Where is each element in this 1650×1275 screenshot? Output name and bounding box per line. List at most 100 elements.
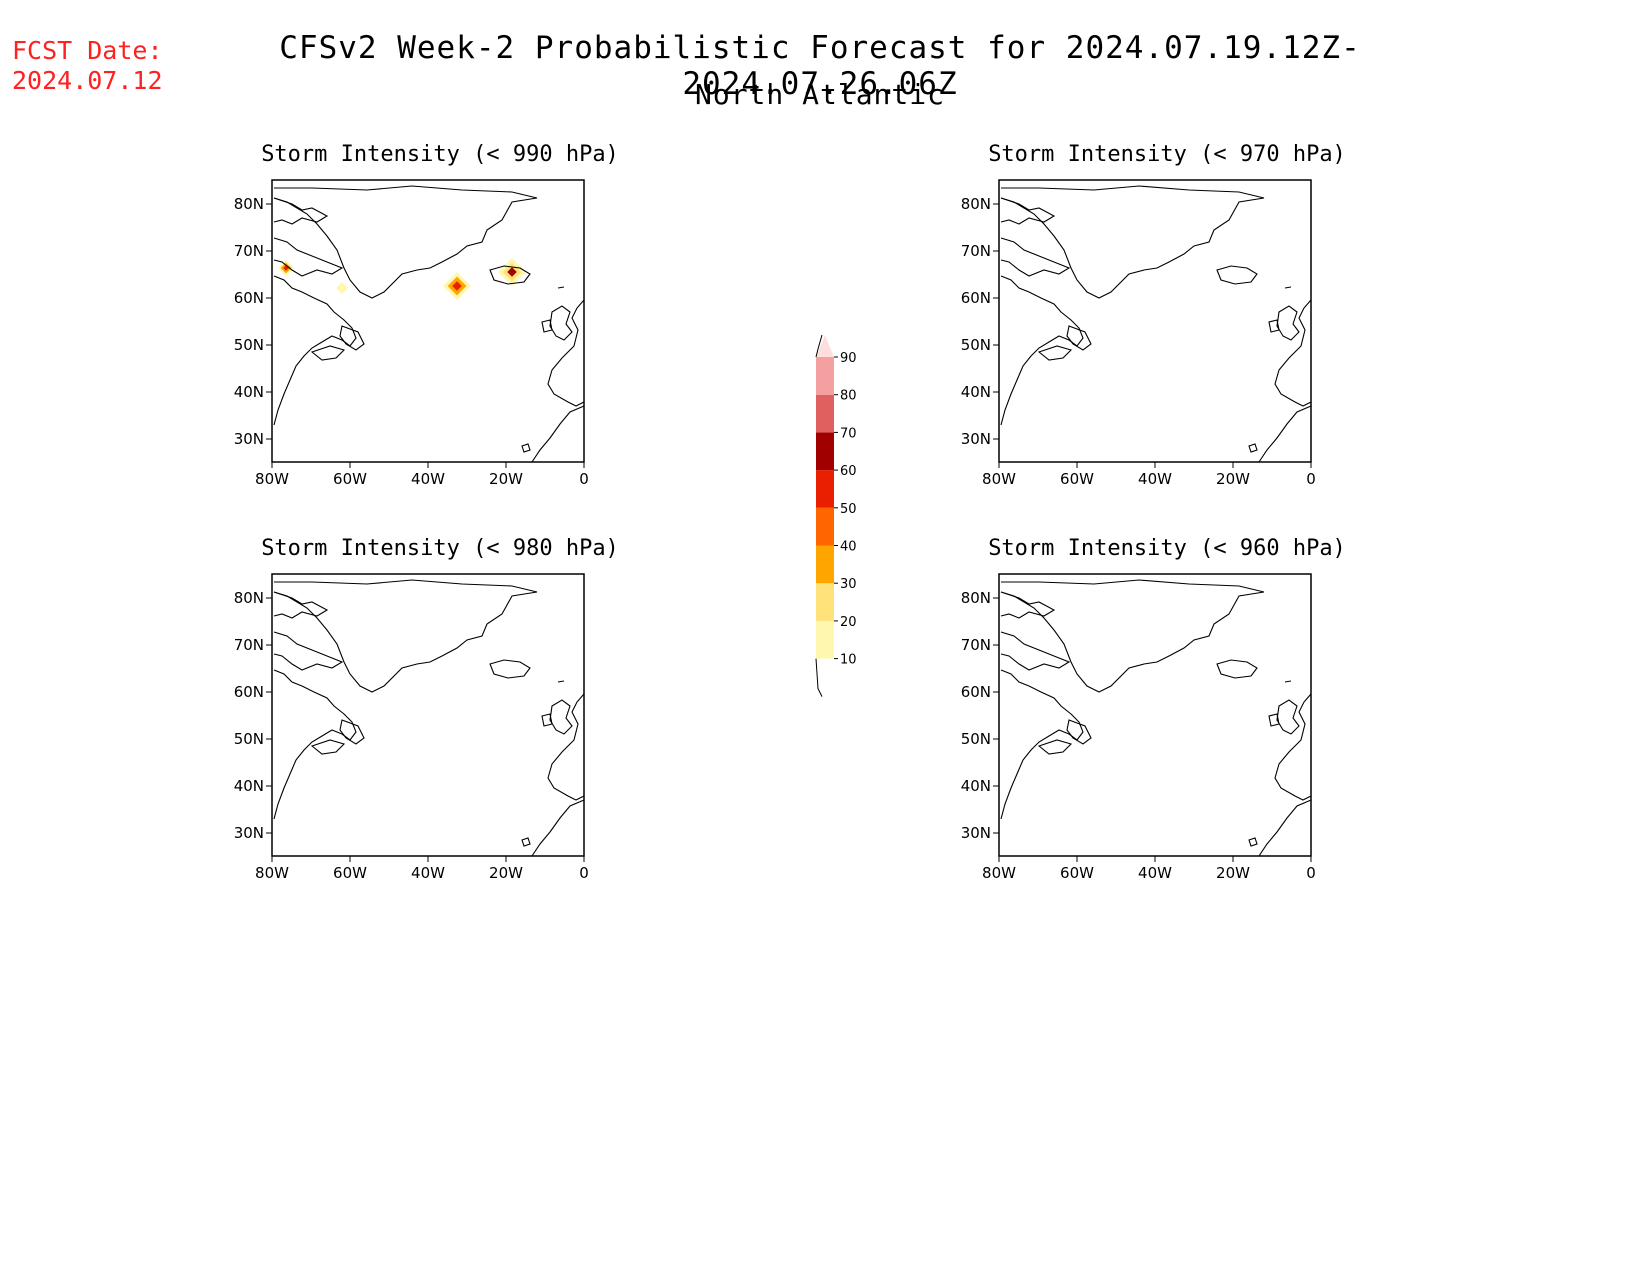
map-frame bbox=[271, 573, 585, 857]
lon-label: 0 bbox=[1306, 470, 1316, 488]
lat-label: 80N bbox=[234, 589, 264, 607]
lon-label: 0 bbox=[579, 864, 589, 882]
lon-label: 40W bbox=[1138, 864, 1172, 882]
coastlines bbox=[273, 185, 585, 463]
coastline bbox=[273, 631, 344, 671]
colorbar-label: 30 bbox=[840, 577, 857, 592]
lon-label: 80W bbox=[982, 470, 1016, 488]
colorbar-label: 20 bbox=[840, 615, 857, 630]
lon-label: 80W bbox=[982, 864, 1016, 882]
coastline bbox=[273, 197, 329, 225]
coastline bbox=[1066, 719, 1092, 745]
colorbar-cap-bottom bbox=[815, 658, 823, 697]
probability-contour bbox=[336, 282, 348, 294]
lon-label: 20W bbox=[1216, 864, 1250, 882]
colorbar-label: 90 bbox=[840, 351, 857, 366]
coastlines bbox=[1000, 185, 1312, 463]
lat-label: 40N bbox=[234, 777, 264, 795]
lon-label: 40W bbox=[411, 470, 445, 488]
lat-label: 40N bbox=[961, 777, 991, 795]
coastline bbox=[1248, 837, 1258, 847]
lat-label: 40N bbox=[234, 383, 264, 401]
lat-label: 70N bbox=[234, 636, 264, 654]
colorbar-segment bbox=[816, 583, 834, 621]
map-960: 80W 60W 40W 20W 0 80N 70N 60N 50N 40N 30N bbox=[961, 573, 1316, 882]
region-title: North Atlantic bbox=[694, 78, 945, 111]
coastline bbox=[310, 345, 346, 361]
coastline bbox=[339, 719, 365, 745]
coastline bbox=[1274, 299, 1312, 407]
colorbar-segment bbox=[816, 507, 834, 546]
coastline bbox=[489, 659, 531, 679]
lat-label: 30N bbox=[961, 824, 991, 842]
colorbar-label: 60 bbox=[840, 464, 857, 479]
panel-990: Storm Intensity (< 990 hPa) 80W 60W 40W 20W… bbox=[230, 142, 650, 522]
coastlines bbox=[273, 579, 585, 857]
coastline bbox=[557, 680, 565, 683]
lat-label: 60N bbox=[961, 683, 991, 701]
lon-label: 60W bbox=[333, 864, 367, 882]
coastline bbox=[1276, 305, 1300, 341]
lon-label: 20W bbox=[489, 864, 523, 882]
coastlines bbox=[1000, 579, 1312, 857]
colorbar-label: 80 bbox=[840, 389, 857, 404]
coastline bbox=[1216, 659, 1258, 679]
coastline bbox=[1268, 319, 1280, 333]
lat-label: 80N bbox=[234, 195, 264, 213]
coastline bbox=[549, 699, 573, 735]
map-990: 80W 60W 40W 20W 0 80N 70N 60N 50N 40N 30N bbox=[234, 179, 589, 488]
coastline bbox=[1284, 680, 1292, 683]
colorbar-label: 50 bbox=[840, 502, 857, 517]
lat-label: 50N bbox=[961, 730, 991, 748]
panel-title: Storm Intensity (< 980 hPa) bbox=[261, 536, 619, 561]
colorbar-segment bbox=[816, 620, 834, 659]
probability-contour bbox=[452, 281, 462, 291]
map-frame bbox=[998, 573, 1312, 857]
panel-970: Storm Intensity (< 970 hPa) 80W 60W 40W 20W… bbox=[957, 142, 1377, 522]
probability-colorbar: 10 20 30 40 50 60 70 80 90 bbox=[815, 335, 857, 697]
probability-contour bbox=[507, 267, 517, 277]
lat-label: 60N bbox=[234, 289, 264, 307]
lat-label: 70N bbox=[961, 242, 991, 260]
lat-label: 80N bbox=[961, 589, 991, 607]
coastline bbox=[1037, 739, 1073, 755]
lat-label: 30N bbox=[234, 430, 264, 448]
lat-label: 50N bbox=[234, 336, 264, 354]
colorbar-segment bbox=[816, 357, 834, 395]
forecast-date-value: 2024.07.12 bbox=[12, 66, 163, 95]
lat-label: 30N bbox=[961, 430, 991, 448]
panel-title: Storm Intensity (< 960 hPa) bbox=[988, 536, 1346, 561]
map-frame bbox=[271, 179, 585, 463]
coastline bbox=[1000, 591, 1056, 619]
coastline bbox=[1216, 265, 1258, 285]
lon-label: 20W bbox=[1216, 470, 1250, 488]
coastline bbox=[310, 739, 346, 755]
panel-980: Storm Intensity (< 980 hPa) 80W 60W 40W 20W… bbox=[230, 536, 650, 916]
lon-label: 60W bbox=[1060, 470, 1094, 488]
coastline bbox=[521, 837, 531, 847]
coastline bbox=[1000, 579, 1265, 693]
colorbar-segment bbox=[816, 545, 834, 584]
map-970: 80W 60W 40W 20W 0 80N 70N 60N 50N 40N 30N bbox=[961, 179, 1316, 488]
lat-label: 70N bbox=[234, 242, 264, 260]
coastline bbox=[273, 591, 329, 619]
lat-label: 50N bbox=[234, 730, 264, 748]
colorbar-label: 10 bbox=[840, 653, 857, 668]
colorbar-cap-top bbox=[816, 335, 834, 357]
forecast-date-label: FCST Date: bbox=[12, 36, 163, 65]
lon-label: 20W bbox=[489, 470, 523, 488]
lon-label: 0 bbox=[579, 470, 589, 488]
coastline bbox=[1037, 345, 1073, 361]
lon-label: 40W bbox=[1138, 470, 1172, 488]
coastline bbox=[273, 579, 538, 693]
coastline bbox=[1000, 237, 1071, 277]
figure-title: CFSv2 Week-2 Probabilistic Forecast for … bbox=[279, 30, 1361, 102]
coastline bbox=[489, 265, 531, 285]
coastline bbox=[1276, 699, 1300, 735]
lon-label: 60W bbox=[333, 470, 367, 488]
coastline bbox=[1000, 185, 1265, 299]
coastline bbox=[547, 299, 585, 407]
coastline bbox=[1284, 286, 1292, 289]
lat-label: 60N bbox=[961, 289, 991, 307]
coastline bbox=[531, 799, 585, 857]
